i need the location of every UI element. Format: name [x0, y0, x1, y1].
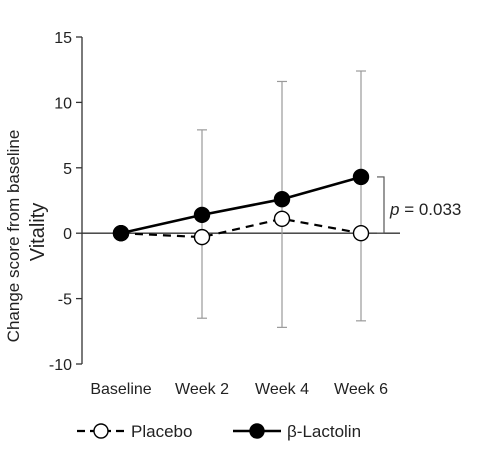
data-point-placebo — [273, 210, 291, 228]
data-point-lactolin — [273, 190, 291, 208]
legend-marker-placebo — [93, 423, 109, 439]
legend: Placebo β-Lactolin — [77, 422, 361, 441]
x-tick-label: Baseline — [90, 381, 151, 398]
x-tick-label: Week 2 — [175, 381, 229, 398]
p-value-text: = 0.033 — [399, 200, 461, 219]
legend-label-lactolin: β-Lactolin — [287, 422, 361, 441]
data-point-placebo — [352, 224, 370, 242]
x-tick-label: Week 4 — [255, 381, 309, 398]
series-line-placebo — [120, 217, 362, 239]
data-point-lactolin — [352, 168, 370, 186]
y-axis-label-line1: Change score from baseline — [4, 130, 23, 343]
p-value-bracket — [377, 176, 385, 234]
legend-label-placebo: Placebo — [131, 422, 192, 441]
p-value-label: p = 0.033 — [389, 200, 461, 219]
y-axis-label: Change score from baseline Vitality — [4, 130, 49, 343]
y-tick-label: 0 — [63, 226, 72, 243]
y-ticks: 15 10 5 0 -5 -10 — [49, 30, 82, 374]
y-axis-label-line2: Vitality — [27, 203, 49, 262]
p-value-symbol: p — [389, 200, 399, 219]
data-point-lactolin — [193, 206, 211, 224]
y-tick-label: 5 — [63, 161, 72, 178]
series-markers — [112, 168, 370, 246]
x-ticks: Baseline Week 2 Week 4 Week 6 — [90, 381, 388, 398]
p-value-annotation: p = 0.033 — [377, 176, 461, 234]
legend-marker-lactolin — [249, 423, 265, 439]
data-point-lactolin — [112, 224, 130, 242]
y-tick-label: 15 — [54, 30, 72, 47]
y-tick-label: -5 — [58, 292, 72, 309]
axes — [81, 37, 400, 364]
data-point-placebo — [193, 228, 211, 246]
x-tick-label: Week 6 — [334, 381, 388, 398]
series-line-lactolin — [120, 175, 362, 235]
series-lines — [120, 175, 362, 239]
y-tick-label: -10 — [49, 357, 72, 374]
y-tick-label: 10 — [54, 95, 72, 112]
